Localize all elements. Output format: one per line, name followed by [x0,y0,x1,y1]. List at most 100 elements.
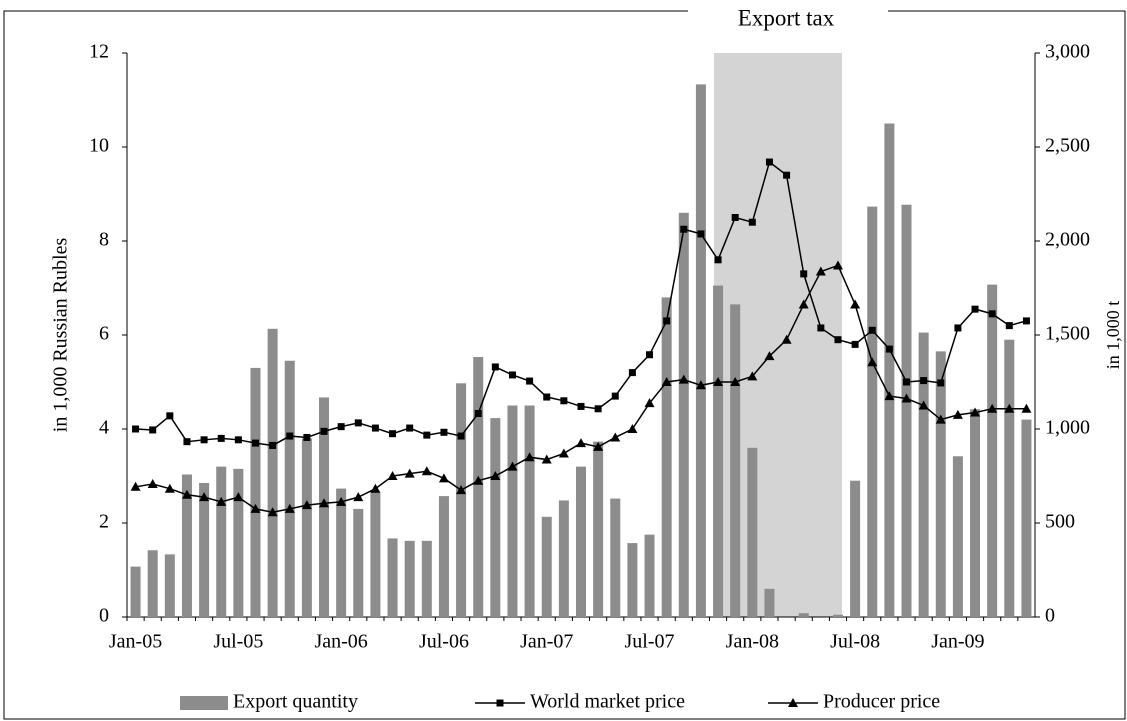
y2-tick-label: 2,000 [1045,229,1090,251]
marker [473,475,484,485]
bar [370,492,381,617]
bar [301,438,312,617]
marker [731,214,739,221]
marker [353,492,364,502]
bar [404,540,415,617]
marker [543,393,551,401]
marker [730,377,741,386]
bar [970,409,981,617]
marker [834,336,842,344]
y2-tick-label: 0 [1045,605,1055,627]
marker [644,398,655,408]
marker [1004,403,1015,413]
marker [610,432,621,442]
x-tick-label: Jan-05 [109,631,162,653]
marker [496,699,504,707]
bar [438,496,449,617]
bar [884,123,895,617]
bar [216,466,227,617]
x-tick-label: Jul-07 [625,631,675,653]
bar [901,204,912,617]
marker [714,256,722,264]
bar [1021,419,1032,617]
marker [885,345,893,353]
legend-label: Producer price [823,691,940,713]
marker [937,379,945,387]
bar [678,212,689,618]
marker [303,433,311,441]
marker [164,483,175,493]
bar [747,447,758,617]
marker [577,402,585,410]
marker [783,171,791,179]
marker [663,317,671,325]
marker [868,326,876,334]
y2-tick-label: 1,000 [1045,417,1090,439]
bar [695,84,706,617]
marker [901,393,912,403]
legend-label: World market price [530,691,685,713]
marker [491,363,499,371]
bar [661,297,672,617]
marker [387,471,398,480]
y-tick-label: 8 [99,229,109,251]
x-tick-label: Jan-07 [520,631,573,653]
marker [987,403,998,413]
marker [526,377,534,385]
y2-tick-label: 500 [1045,511,1075,533]
y-tick-label: 2 [99,511,109,533]
marker [286,432,294,440]
marker [423,431,431,439]
marker [389,430,397,438]
marker [130,481,141,491]
marker [627,424,638,433]
marker [234,436,242,444]
marker [440,428,448,436]
marker [1022,317,1030,325]
marker [199,492,210,502]
bar [798,613,809,617]
y2-axis-title: in 1,000 t [1103,301,1123,370]
bar [1004,339,1015,617]
marker [920,377,928,385]
marker [490,471,501,480]
marker [661,377,672,386]
marker [918,400,929,410]
bar [524,405,535,617]
bar [644,534,655,617]
marker [524,452,535,462]
y2-tick-label: 1,500 [1045,323,1090,345]
marker [337,423,345,431]
x-tick-label: Jan-06 [314,631,367,653]
marker [149,426,157,434]
marker [747,371,758,381]
marker [954,324,962,332]
marker [867,357,878,367]
marker [971,305,979,313]
marker [678,374,689,384]
bar [250,367,261,617]
marker [438,473,449,483]
marker [354,419,362,427]
marker [748,218,756,226]
marker [798,299,809,309]
marker [132,425,140,433]
marker [713,377,724,386]
marker [781,334,792,344]
marker [147,478,158,488]
marker [269,441,277,449]
marker [421,466,432,476]
bar [867,206,878,617]
y-tick-label: 6 [99,323,109,345]
marker [336,496,347,506]
bar [233,468,244,617]
marker [284,503,295,513]
bar [850,480,861,617]
marker [217,434,225,442]
bar [576,466,586,617]
marker [697,230,705,238]
marker [1005,322,1013,330]
marker [817,324,825,332]
marker [764,351,775,361]
